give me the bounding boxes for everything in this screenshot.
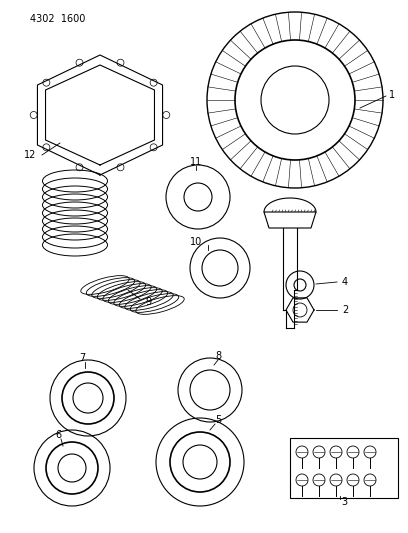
Text: 10: 10 <box>190 237 202 247</box>
Text: 4302  1600: 4302 1600 <box>30 14 85 24</box>
Text: 11: 11 <box>190 157 202 167</box>
Text: 6: 6 <box>55 430 61 440</box>
Text: 3: 3 <box>341 497 347 507</box>
Text: 12: 12 <box>24 150 36 160</box>
Text: 9: 9 <box>145 297 151 307</box>
Text: 8: 8 <box>215 351 221 361</box>
Text: 2: 2 <box>342 305 348 315</box>
Text: 1: 1 <box>389 90 395 100</box>
Polygon shape <box>264 212 316 228</box>
Text: 7: 7 <box>79 353 85 363</box>
FancyBboxPatch shape <box>290 438 398 498</box>
Text: 4: 4 <box>342 277 348 287</box>
Text: 5: 5 <box>215 415 221 425</box>
